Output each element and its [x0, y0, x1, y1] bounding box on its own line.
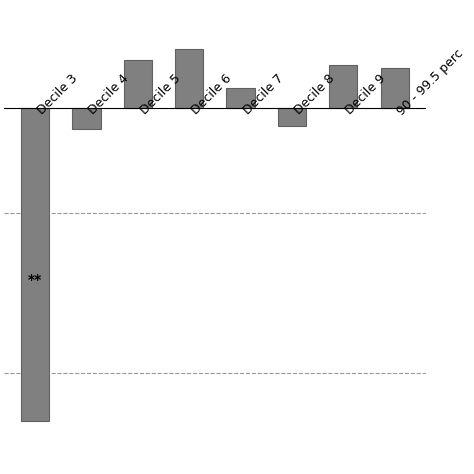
Text: Decile 8: Decile 8 — [292, 72, 337, 118]
Bar — [227, 88, 255, 109]
Bar — [124, 60, 152, 109]
Bar — [329, 65, 357, 109]
Text: Decile 7: Decile 7 — [241, 72, 286, 118]
Text: Decile 5: Decile 5 — [138, 72, 183, 118]
Text: Decile 9: Decile 9 — [343, 73, 389, 118]
Bar — [381, 68, 409, 109]
Text: Decile 4: Decile 4 — [86, 73, 132, 118]
Text: **: ** — [28, 273, 42, 287]
Bar — [72, 109, 100, 129]
Text: 90 - 99.5 perc: 90 - 99.5 perc — [395, 46, 466, 118]
Text: Decile 6: Decile 6 — [189, 73, 235, 118]
Text: Decile 3: Decile 3 — [35, 73, 80, 118]
Bar — [175, 49, 203, 109]
Bar — [278, 109, 306, 126]
Bar — [21, 109, 49, 421]
